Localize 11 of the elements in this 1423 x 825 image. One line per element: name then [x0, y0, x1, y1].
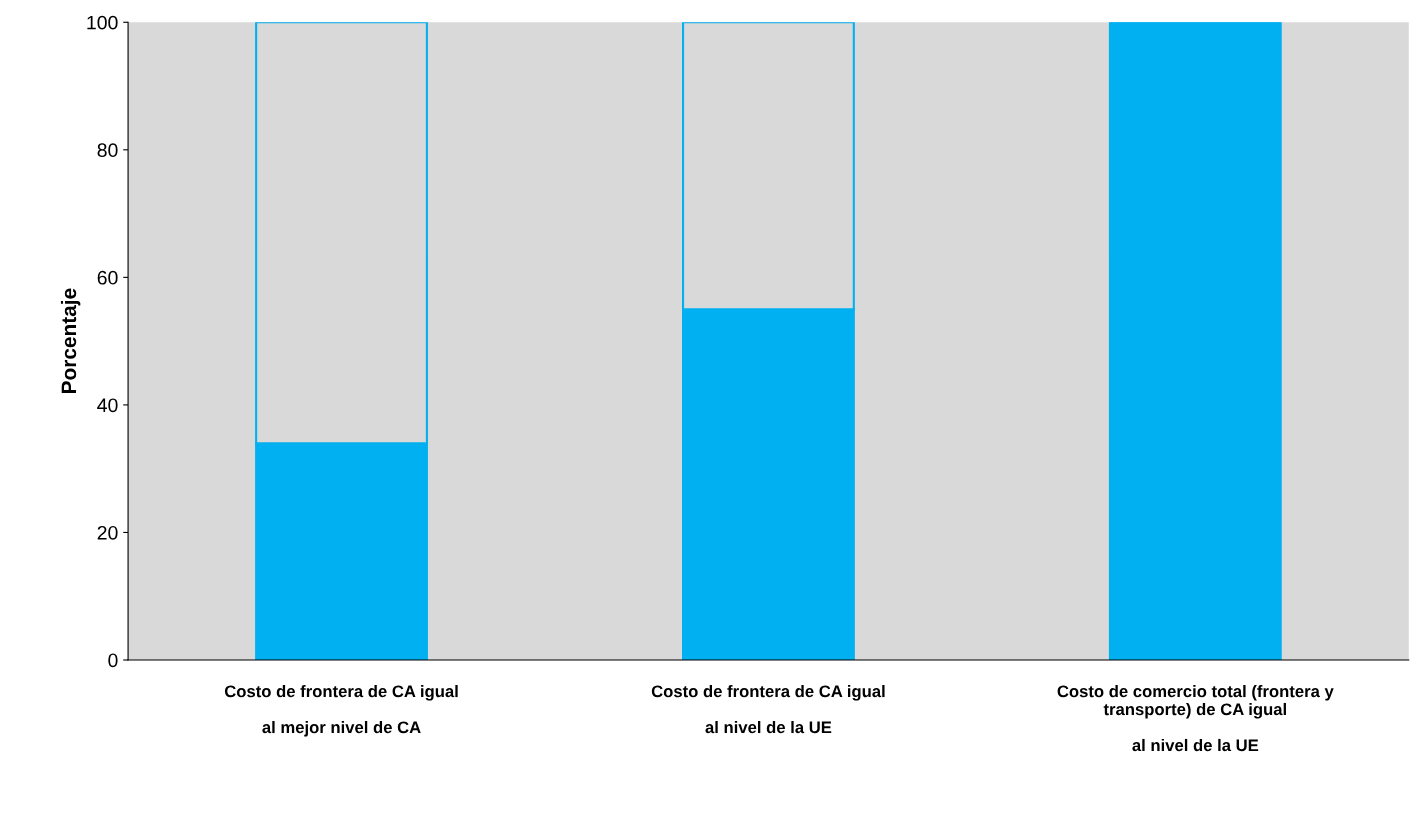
category-label: Costo de frontera de CA igual al nivel de la UE — [651, 685, 885, 734]
y-tick-label: 80 — [97, 143, 118, 158]
y-tick-label: 100 — [87, 15, 118, 30]
category-label: Costo de comercio total (frontera y transporte) de CA igual al nivel de la UE — [1057, 685, 1334, 752]
y-axis-title: Porcentaje — [60, 288, 81, 393]
y-tick-label: 20 — [97, 525, 118, 540]
bar — [1108, 22, 1282, 660]
y-tick-label: 40 — [97, 398, 118, 413]
y-tick-label: 0 — [108, 653, 118, 668]
y-tick-label: 60 — [97, 270, 118, 285]
category-label: Costo de frontera de CA igual al mejor nivel de CA — [224, 685, 458, 737]
